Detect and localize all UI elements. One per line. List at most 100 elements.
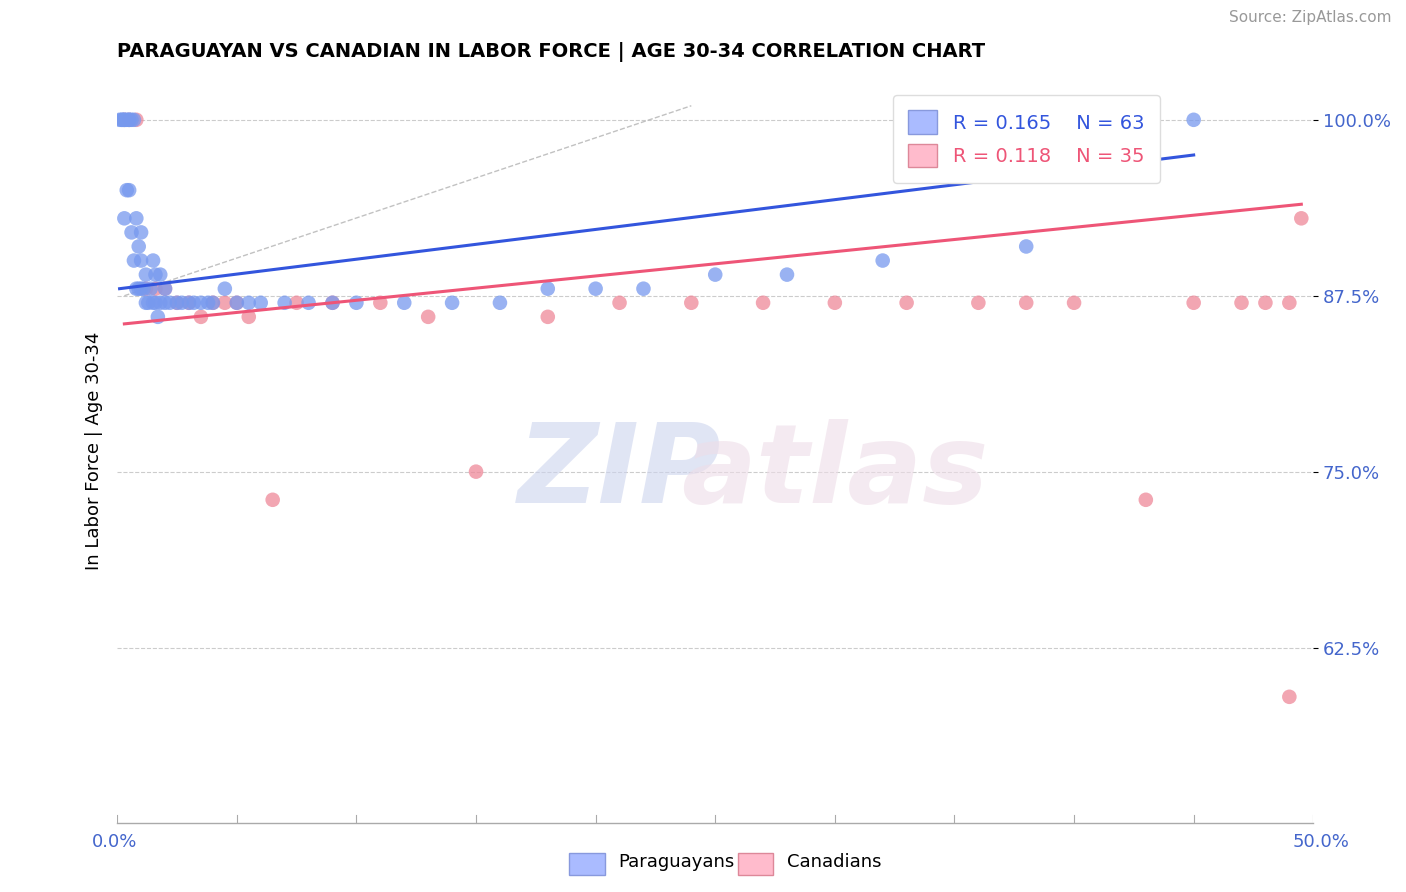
Point bbox=[115, 112, 138, 127]
Text: Paraguayans: Paraguayans bbox=[619, 853, 735, 871]
Point bbox=[704, 268, 727, 282]
Point bbox=[537, 282, 560, 296]
Point bbox=[170, 295, 193, 310]
Point bbox=[129, 253, 152, 268]
Point bbox=[752, 295, 775, 310]
Point bbox=[146, 310, 169, 324]
Point bbox=[142, 253, 165, 268]
Point bbox=[609, 295, 631, 310]
Point bbox=[776, 268, 799, 282]
Point bbox=[238, 295, 260, 310]
Point bbox=[136, 295, 159, 310]
Point bbox=[118, 183, 141, 197]
Point bbox=[183, 295, 205, 310]
Text: 0.0%: 0.0% bbox=[91, 833, 136, 851]
Point bbox=[139, 282, 162, 296]
Point bbox=[118, 112, 141, 127]
Point bbox=[537, 310, 560, 324]
Point bbox=[129, 226, 152, 240]
Point bbox=[190, 295, 212, 310]
Point bbox=[118, 112, 141, 127]
Point bbox=[112, 112, 135, 127]
Point bbox=[1230, 295, 1253, 310]
Point bbox=[149, 295, 172, 310]
Point bbox=[214, 295, 236, 310]
Point bbox=[321, 295, 343, 310]
Point bbox=[125, 112, 148, 127]
Point bbox=[122, 112, 145, 127]
Point bbox=[489, 295, 512, 310]
Point bbox=[297, 295, 319, 310]
Point bbox=[1291, 211, 1313, 226]
Point bbox=[824, 295, 846, 310]
Point bbox=[225, 295, 247, 310]
Point bbox=[153, 295, 176, 310]
Point bbox=[125, 211, 148, 226]
Point bbox=[967, 295, 990, 310]
Point bbox=[585, 282, 607, 296]
Point bbox=[1063, 295, 1085, 310]
Point bbox=[166, 295, 188, 310]
Point bbox=[125, 282, 148, 296]
Point bbox=[115, 183, 138, 197]
Point bbox=[159, 295, 181, 310]
Point bbox=[201, 295, 224, 310]
Point bbox=[121, 112, 143, 127]
Point bbox=[135, 295, 157, 310]
Point bbox=[145, 282, 167, 296]
Point bbox=[112, 211, 135, 226]
Point bbox=[128, 239, 150, 253]
Text: PARAGUAYAN VS CANADIAN IN LABOR FORCE | AGE 30-34 CORRELATION CHART: PARAGUAYAN VS CANADIAN IN LABOR FORCE | … bbox=[117, 42, 986, 62]
Legend: R = 0.165    N = 63, R = 0.118    N = 35: R = 0.165 N = 63, R = 0.118 N = 35 bbox=[893, 95, 1160, 183]
Point bbox=[112, 112, 135, 127]
Point bbox=[225, 295, 247, 310]
Point bbox=[1015, 295, 1038, 310]
Point bbox=[149, 268, 172, 282]
Point bbox=[681, 295, 703, 310]
Point bbox=[465, 465, 488, 479]
Point bbox=[201, 295, 224, 310]
Point bbox=[145, 295, 167, 310]
Point bbox=[142, 295, 165, 310]
Point bbox=[128, 282, 150, 296]
Point bbox=[129, 282, 152, 296]
Point bbox=[166, 295, 188, 310]
Point bbox=[321, 295, 343, 310]
Point bbox=[111, 112, 134, 127]
Point bbox=[177, 295, 200, 310]
Text: atlas: atlas bbox=[681, 419, 988, 526]
Point bbox=[394, 295, 416, 310]
Point bbox=[108, 112, 131, 127]
Point bbox=[896, 295, 918, 310]
Point bbox=[273, 295, 295, 310]
Point bbox=[1135, 492, 1157, 507]
Point bbox=[153, 282, 176, 296]
Point bbox=[1182, 112, 1205, 127]
Point bbox=[1015, 239, 1038, 253]
Point bbox=[135, 282, 157, 296]
Point bbox=[112, 112, 135, 127]
Point bbox=[370, 295, 392, 310]
Point bbox=[418, 310, 440, 324]
Point bbox=[262, 492, 284, 507]
Point bbox=[1278, 690, 1301, 704]
Point bbox=[872, 253, 894, 268]
Point bbox=[122, 253, 145, 268]
Text: Canadians: Canadians bbox=[787, 853, 882, 871]
Point bbox=[121, 226, 143, 240]
Y-axis label: In Labor Force | Age 30-34: In Labor Force | Age 30-34 bbox=[86, 331, 103, 570]
Point bbox=[197, 295, 219, 310]
Point bbox=[145, 268, 167, 282]
Text: ZIP: ZIP bbox=[517, 419, 721, 526]
Text: 50.0%: 50.0% bbox=[1294, 833, 1350, 851]
Point bbox=[285, 295, 308, 310]
Point bbox=[214, 282, 236, 296]
Point bbox=[1254, 295, 1277, 310]
Point bbox=[135, 268, 157, 282]
Point bbox=[238, 310, 260, 324]
Point bbox=[177, 295, 200, 310]
Point bbox=[153, 282, 176, 296]
Point bbox=[441, 295, 464, 310]
Point bbox=[633, 282, 655, 296]
Point bbox=[190, 310, 212, 324]
